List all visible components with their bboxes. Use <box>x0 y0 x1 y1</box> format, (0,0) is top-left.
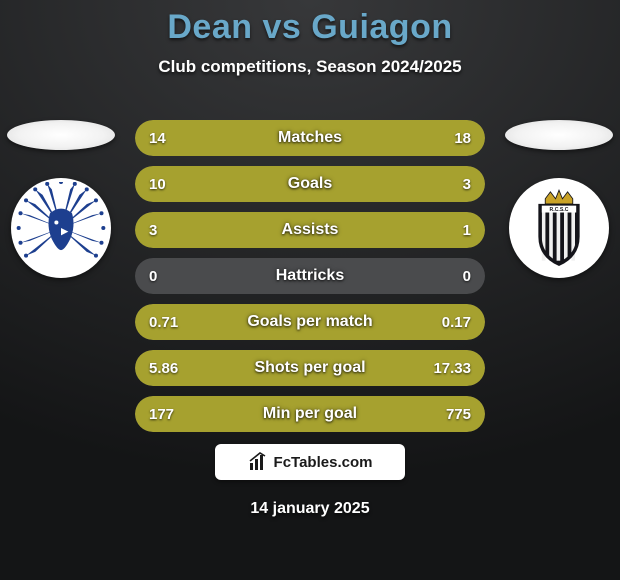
stat-row: 103Goals <box>135 166 485 202</box>
svg-text:R.C.S.C: R.C.S.C <box>550 207 569 213</box>
rcsc-shield-icon: R.C.S.C <box>516 185 602 271</box>
player-left-photo-placeholder <box>7 120 115 150</box>
stat-fill-left <box>135 350 223 386</box>
indian-head-icon <box>15 182 107 274</box>
stat-fill-right <box>289 120 485 156</box>
stat-row: 1418Matches <box>135 120 485 156</box>
brand-text: FcTables.com <box>274 454 373 471</box>
player-right-name: Guiagon <box>311 8 452 46</box>
stat-fill-right <box>223 350 486 386</box>
player-left-column <box>6 120 116 278</box>
stat-row: 177775Min per goal <box>135 396 485 432</box>
player-right-column: R.C.S.C <box>504 120 614 278</box>
stat-fill-right <box>398 212 486 248</box>
stats-list: 1418Matches 103Goals 31Assists 00Hattricks 0… <box>135 120 485 432</box>
stat-fill-right <box>202 396 486 432</box>
brand-link[interactable]: FcTables.com <box>215 444 405 480</box>
stat-fill-right <box>419 304 486 340</box>
generated-date: 14 january 2025 <box>0 500 620 518</box>
title-connector: vs <box>262 8 301 46</box>
stat-row: 0.710.17Goals per match <box>135 304 485 340</box>
stat-fill-left <box>135 304 419 340</box>
stat-row: 5.8617.33Shots per goal <box>135 350 485 386</box>
stat-fill-left <box>135 396 202 432</box>
player-left-name: Dean <box>167 8 252 46</box>
stat-fill-left <box>135 120 289 156</box>
subtitle: Club competitions, Season 2024/2025 <box>158 57 461 77</box>
player-right-photo-placeholder <box>505 120 613 150</box>
stat-row: 00Hattricks <box>135 258 485 294</box>
stat-row: 31Assists <box>135 212 485 248</box>
page-title: Dean vs Guiagon <box>167 8 452 47</box>
comparison-card: Dean vs Guiagon Club competitions, Seaso… <box>0 0 620 580</box>
brand-chart-icon <box>248 452 268 472</box>
stat-fill-right <box>405 166 486 202</box>
club-left-crest <box>11 178 111 278</box>
stat-fill-left <box>135 166 405 202</box>
stat-track <box>135 258 485 294</box>
club-right-crest: R.C.S.C <box>509 178 609 278</box>
stat-fill-left <box>135 212 398 248</box>
